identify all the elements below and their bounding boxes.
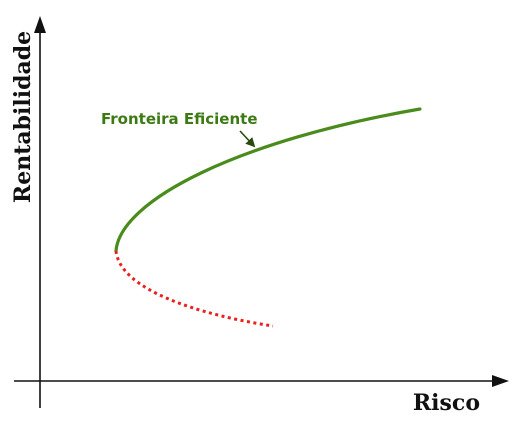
x-axis-arrowhead — [492, 375, 509, 387]
x-axis-title: Risco — [413, 390, 480, 416]
y-axis-arrowhead — [34, 16, 46, 33]
y-axis-title: Rentabilidade — [10, 31, 36, 203]
efficient-frontier-curve — [114, 107, 422, 253]
inefficient-portion-curve — [114, 250, 274, 328]
frontier-label: Fronteira Eficiente — [101, 110, 258, 128]
frontier-pointer-arrow — [239, 130, 256, 148]
